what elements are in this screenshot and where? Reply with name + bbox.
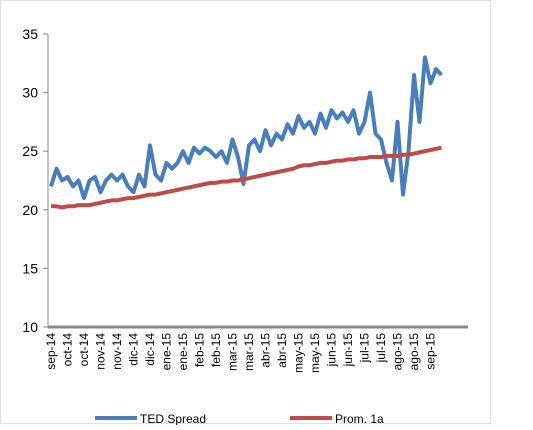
y-tick-label: 10	[22, 319, 38, 335]
x-tick-label: may-15	[308, 333, 322, 373]
x-tick-label: feb-15	[209, 333, 223, 367]
y-tick-label: 20	[22, 202, 38, 218]
legend-label: TED Spread	[140, 412, 206, 425]
x-tick-label: abr-15	[275, 333, 289, 368]
y-tick-label: 30	[22, 85, 38, 101]
x-tick-label: may-15	[292, 333, 306, 373]
x-tick-label: mar-15	[226, 333, 240, 371]
y-tick-label: 25	[22, 143, 38, 159]
x-tick-label: sep-14	[44, 333, 58, 370]
x-tick-label: abr-15	[259, 333, 273, 368]
series-line	[51, 145, 442, 210]
x-tick-label: ago-15	[407, 333, 421, 371]
x-tick-label: jun-15	[341, 333, 355, 368]
x-tick-label: ene-15	[176, 333, 190, 371]
chart-border	[0, 0, 491, 424]
x-tick-label: nov-14	[110, 333, 124, 370]
x-tick-label: jul-15	[358, 333, 372, 364]
x-tick-label: jun-15	[325, 333, 339, 368]
x-tick-label: ene-15	[160, 333, 174, 371]
x-tick-label: mar-15	[242, 333, 256, 371]
x-tick-label: ago-15	[391, 333, 405, 371]
x-tick-label: dic-14	[143, 333, 157, 366]
x-tick-label: oct-14	[77, 333, 91, 367]
series-line	[49, 55, 443, 201]
x-tick-label: oct-14	[61, 333, 75, 367]
y-tick-label: 15	[22, 260, 38, 276]
x-tick-label: dic-14	[127, 333, 141, 366]
x-tick-label: sep-15	[424, 333, 438, 370]
x-tick-label: jul-15	[374, 333, 388, 364]
x-tick-label: feb-15	[193, 333, 207, 367]
y-tick-label: 35	[22, 26, 38, 42]
legend-label: Prom. 1a	[335, 412, 384, 425]
x-tick-label: nov-14	[94, 333, 108, 370]
